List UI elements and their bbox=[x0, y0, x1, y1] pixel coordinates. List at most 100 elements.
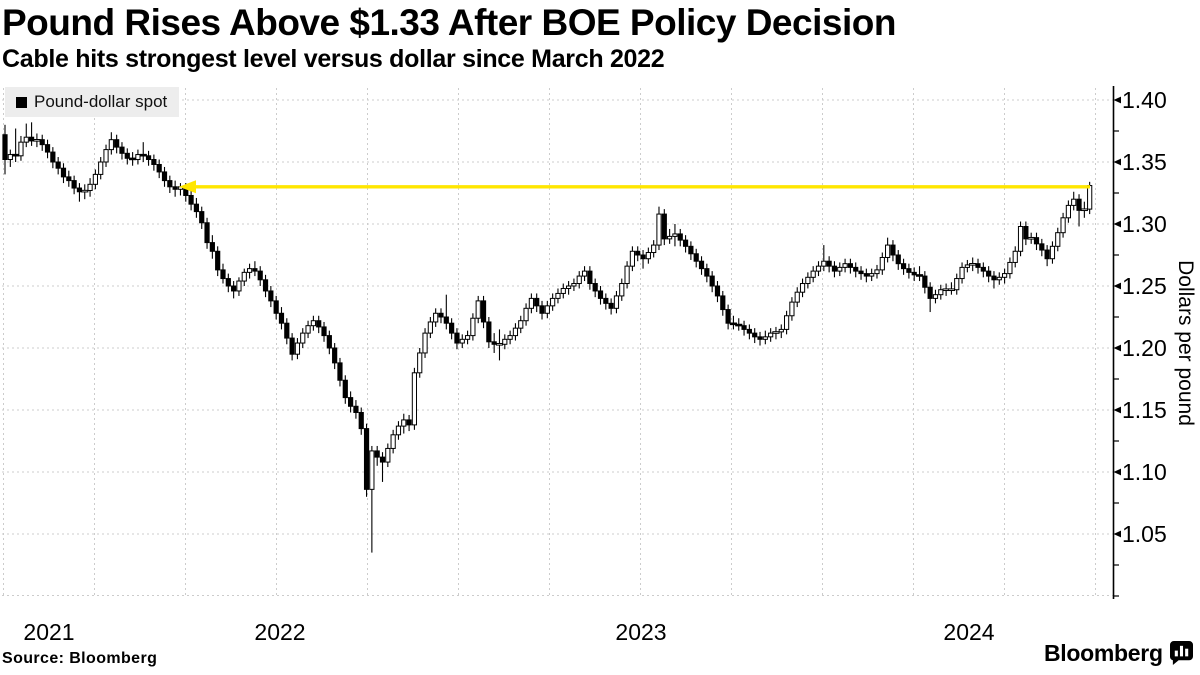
y-major-tick bbox=[1113, 344, 1121, 352]
candle bbox=[762, 336, 768, 340]
y-tick-label: 1.40 bbox=[1122, 87, 1167, 113]
candle bbox=[555, 292, 561, 299]
y-tick-label: 1.30 bbox=[1122, 211, 1167, 237]
candle bbox=[704, 268, 710, 277]
candle bbox=[651, 244, 657, 254]
candle bbox=[7, 154, 13, 161]
candle bbox=[810, 270, 816, 278]
candle bbox=[433, 312, 439, 323]
candle bbox=[401, 419, 407, 427]
candle bbox=[969, 263, 977, 266]
y-axis: 1.40 1.35 1.30 1.25 1.20 1.15 1.10 1.05 Dollars … bbox=[1112, 86, 1197, 599]
candle bbox=[225, 278, 231, 287]
candle bbox=[900, 263, 907, 270]
candle bbox=[1049, 245, 1056, 260]
candle bbox=[1027, 236, 1035, 240]
candle bbox=[172, 186, 178, 190]
candle bbox=[911, 271, 917, 276]
candle bbox=[778, 328, 784, 333]
candle bbox=[661, 213, 667, 240]
candle bbox=[124, 152, 130, 159]
candle bbox=[688, 245, 694, 255]
candle bbox=[385, 447, 391, 463]
candle bbox=[278, 312, 285, 324]
candle bbox=[252, 268, 258, 272]
x-tick-label: 2021 bbox=[23, 619, 74, 645]
candle bbox=[821, 260, 827, 267]
candle bbox=[512, 327, 519, 337]
y-major-tick bbox=[1113, 282, 1121, 290]
candle bbox=[805, 276, 811, 285]
candle bbox=[12, 153, 20, 157]
legend-swatch-icon bbox=[16, 96, 27, 108]
candle bbox=[199, 211, 205, 224]
candle bbox=[353, 405, 359, 413]
candle bbox=[167, 180, 173, 188]
candle bbox=[534, 297, 540, 307]
candle bbox=[853, 266, 859, 272]
candle bbox=[215, 250, 221, 271]
candle bbox=[954, 278, 960, 291]
candle bbox=[321, 326, 327, 337]
candle bbox=[422, 332, 428, 354]
candle bbox=[480, 300, 487, 323]
candle bbox=[629, 250, 636, 267]
candle bbox=[1017, 225, 1024, 252]
candle bbox=[342, 379, 348, 399]
y-major-tick bbox=[1113, 220, 1121, 228]
candle bbox=[890, 244, 896, 256]
y-major-tick bbox=[1113, 530, 1121, 538]
page-title: Pound Rises Above $1.33 After BOE Policy… bbox=[2, 2, 896, 43]
y-tick-label: 1.10 bbox=[1122, 459, 1167, 485]
candle bbox=[449, 322, 455, 334]
candle bbox=[735, 323, 743, 327]
candle bbox=[337, 362, 343, 381]
candle bbox=[257, 270, 263, 281]
candle bbox=[273, 300, 279, 314]
candle bbox=[491, 341, 497, 345]
candle bbox=[2, 134, 8, 161]
candle bbox=[495, 342, 504, 346]
candle bbox=[310, 320, 316, 327]
candle bbox=[613, 295, 620, 309]
page-subtitle: Cable hits strongest level versus dollar… bbox=[2, 45, 665, 73]
candle bbox=[635, 250, 641, 256]
candle bbox=[837, 266, 843, 272]
candle bbox=[1012, 250, 1018, 263]
candle bbox=[241, 271, 247, 282]
candle bbox=[757, 336, 763, 340]
y-tick-label: 1.35 bbox=[1122, 149, 1167, 175]
candle bbox=[640, 254, 646, 260]
candle bbox=[938, 289, 944, 296]
candle bbox=[406, 419, 412, 426]
bloomberg-wordmark: Bloomberg bbox=[1044, 640, 1163, 666]
candle bbox=[145, 155, 152, 161]
bloomberg-branding: Bloomberg bbox=[1044, 640, 1193, 667]
source-note: Source: Bloomberg bbox=[2, 650, 158, 667]
candle bbox=[369, 450, 375, 490]
candle bbox=[374, 450, 380, 458]
candle bbox=[262, 279, 269, 292]
candle bbox=[964, 264, 970, 268]
candle bbox=[842, 263, 848, 268]
y-tick-label: 1.25 bbox=[1122, 273, 1167, 299]
candle bbox=[672, 233, 678, 237]
candle bbox=[246, 268, 253, 273]
candle bbox=[915, 274, 924, 277]
candle bbox=[799, 283, 806, 293]
candle bbox=[991, 275, 997, 281]
candle bbox=[826, 260, 832, 267]
candle bbox=[550, 297, 556, 307]
candle bbox=[1087, 185, 1093, 210]
candle bbox=[677, 233, 683, 241]
candle bbox=[980, 266, 986, 272]
candle bbox=[656, 213, 662, 246]
candle bbox=[161, 171, 168, 182]
y-tick-label: 1.15 bbox=[1122, 397, 1167, 423]
candle bbox=[55, 161, 61, 169]
candle bbox=[539, 305, 545, 314]
candle bbox=[417, 352, 423, 374]
candle bbox=[847, 263, 854, 268]
candle bbox=[268, 290, 274, 302]
candle bbox=[188, 194, 194, 205]
